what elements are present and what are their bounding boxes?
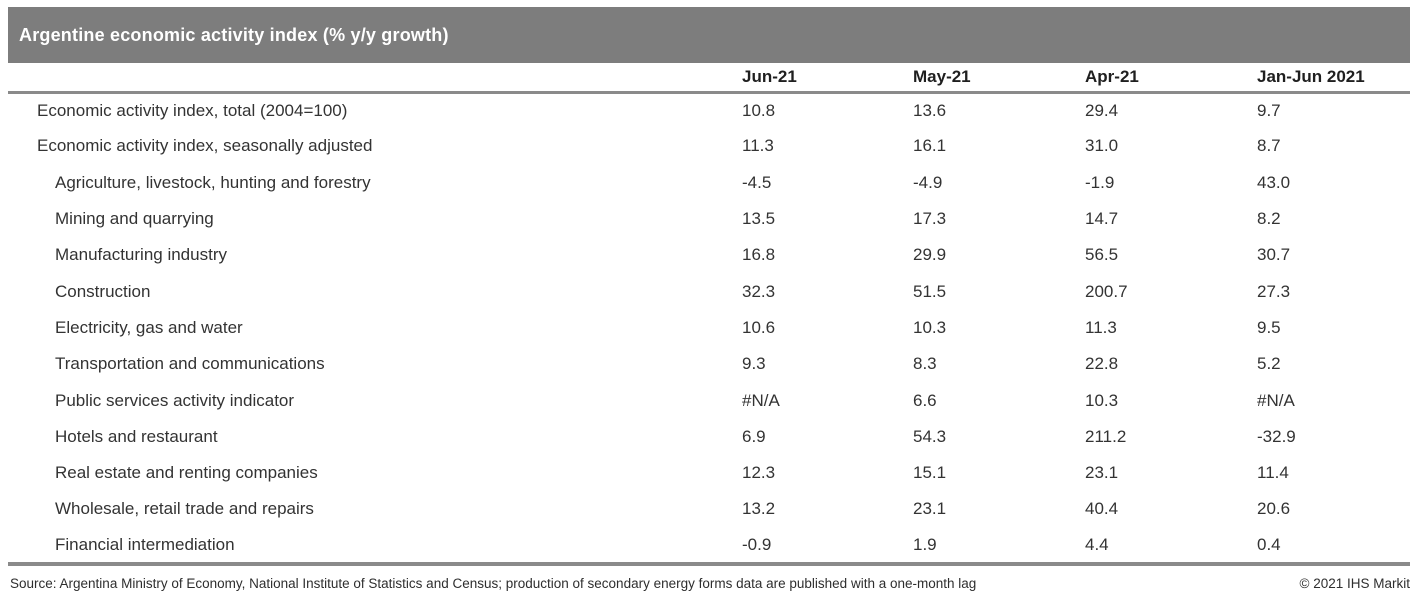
cell-value: 211.2 — [1085, 426, 1127, 446]
cell-value: 29.9 — [913, 245, 947, 265]
copyright-note: © 2021 IHS Markit — [1299, 575, 1411, 591]
cell-value: 11.3 — [742, 136, 774, 156]
row-label: Real estate and renting companies — [55, 463, 318, 483]
cell-value: #N/A — [742, 390, 780, 410]
cell-value: 51.5 — [913, 281, 947, 301]
cell-value: 11.3 — [1085, 317, 1117, 337]
cell-value: 13.6 — [913, 100, 947, 120]
row-label: Financial intermediation — [55, 534, 235, 554]
row-label: Mining and quarrying — [55, 209, 214, 229]
column-header-apr-21: Apr-21 — [1085, 63, 1257, 94]
cell-value: 10.3 — [913, 317, 947, 337]
cell-value: -4.5 — [742, 172, 772, 192]
cell-value: 9.3 — [742, 354, 766, 374]
cell-value: 10.6 — [742, 317, 776, 337]
table-row: Construction 32.3 51.5 200.7 27.3 — [8, 273, 1410, 309]
column-header-jan-jun-2021: Jan-Jun 2021 — [1257, 63, 1410, 94]
row-label: Manufacturing industry — [55, 245, 227, 265]
cell-value: 9.5 — [1257, 317, 1281, 337]
cell-value: 200.7 — [1085, 281, 1128, 301]
row-label: Public services activity indicator — [55, 390, 295, 410]
table-row: Hotels and restaurant 6.9 54.3 211.2 -32.9 — [8, 419, 1410, 455]
cell-value: -32.9 — [1257, 426, 1296, 446]
table-row: Financial intermediation -0.9 1.9 4.4 0.4 — [8, 528, 1410, 564]
cell-value: 0.4 — [1257, 534, 1281, 554]
table-row: Mining and quarrying 13.5 17.3 14.7 8.2 — [8, 201, 1410, 237]
cell-value: 15.1 — [913, 463, 947, 483]
cell-value: 30.7 — [1257, 245, 1291, 265]
cell-value: 31.0 — [1085, 136, 1119, 156]
cell-value: 6.9 — [742, 426, 766, 446]
cell-value: 13.5 — [742, 209, 776, 229]
table-row: Agriculture, livestock, hunting and fore… — [8, 165, 1410, 201]
cell-value: -1.9 — [1085, 172, 1115, 192]
cell-value: 13.2 — [742, 499, 776, 519]
cell-value: 23.1 — [1085, 463, 1119, 483]
cell-value: 11.4 — [1257, 463, 1289, 483]
cell-value: 16.1 — [913, 136, 947, 156]
cell-value: 9.7 — [1257, 100, 1281, 120]
row-label: Economic activity index, total (2004=100… — [37, 100, 348, 120]
row-label: Construction — [55, 281, 151, 301]
cell-value: 17.3 — [913, 209, 947, 229]
cell-value: 4.4 — [1085, 534, 1109, 554]
table-title-bar: Argentine economic activity index (% y/y… — [8, 7, 1410, 63]
cell-value: 56.5 — [1085, 245, 1119, 265]
cell-value: 16.8 — [742, 245, 776, 265]
cell-value: 22.8 — [1085, 354, 1119, 374]
row-label: Wholesale, retail trade and repairs — [55, 499, 314, 519]
cell-value: 29.4 — [1085, 100, 1119, 120]
cell-value: 8.2 — [1257, 209, 1281, 229]
cell-value: 6.6 — [913, 390, 937, 410]
header-label-spacer — [8, 63, 742, 94]
table-row: Real estate and renting companies 12.3 15.… — [8, 455, 1410, 491]
cell-value: 23.1 — [913, 499, 947, 519]
cell-value: -0.9 — [742, 534, 772, 554]
cell-value: 12.3 — [742, 463, 776, 483]
cell-value: 14.7 — [1085, 209, 1119, 229]
table-row: Manufacturing industry 16.8 29.9 56.5 30.7 — [8, 237, 1410, 273]
row-label: Electricity, gas and water — [55, 317, 243, 337]
cell-value: #N/A — [1257, 390, 1295, 410]
column-header-may-21: May-21 — [913, 63, 1085, 94]
table-row: Wholesale, retail trade and repairs 13.2 2… — [8, 491, 1410, 527]
footer: Source: Argentina Ministry of Economy, N… — [10, 566, 1410, 591]
source-note: Source: Argentina Ministry of Economy, N… — [10, 575, 977, 591]
report-table-figure: Argentine economic activity index (% y/y… — [0, 7, 1417, 606]
table-row: Economic activity index, total (2004=100… — [8, 92, 1410, 128]
cell-value: 8.7 — [1257, 136, 1281, 156]
cell-value: 43.0 — [1257, 172, 1291, 192]
cell-value: 54.3 — [913, 426, 947, 446]
table-row: Economic activity index, seasonally adju… — [8, 128, 1410, 164]
cell-value: 10.8 — [742, 100, 776, 120]
cell-value: 1.9 — [913, 534, 937, 554]
data-table: Jun-21 May-21 Apr-21 Jan-Jun 2021 Economic … — [8, 63, 1410, 566]
row-label: Economic activity index, seasonally adju… — [37, 136, 373, 156]
cell-value: 5.2 — [1257, 354, 1281, 374]
cell-value: 40.4 — [1085, 499, 1119, 519]
row-label: Hotels and restaurant — [55, 426, 218, 446]
table-header-row: Jun-21 May-21 Apr-21 Jan-Jun 2021 — [8, 63, 1410, 94]
cell-value: -4.9 — [913, 172, 943, 192]
row-label: Agriculture, livestock, hunting and fore… — [55, 172, 371, 192]
row-label: Transportation and communications — [55, 354, 325, 374]
table-row: Public services activity indicator #N/A 6.… — [8, 382, 1410, 418]
cell-value: 32.3 — [742, 281, 776, 301]
table-title: Argentine economic activity index (% y/y… — [19, 24, 449, 45]
cell-value: 8.3 — [913, 354, 937, 374]
table-row: Transportation and communications 9.3 8.3 2… — [8, 346, 1410, 382]
cell-value: 10.3 — [1085, 390, 1119, 410]
column-header-jun-21: Jun-21 — [742, 63, 913, 94]
cell-value: 27.3 — [1257, 281, 1291, 301]
table-body: Economic activity index, total (2004=100… — [8, 92, 1410, 564]
cell-value: 20.6 — [1257, 499, 1291, 519]
table-row: Electricity, gas and water 10.6 10.3 11.3 9.… — [8, 310, 1410, 346]
